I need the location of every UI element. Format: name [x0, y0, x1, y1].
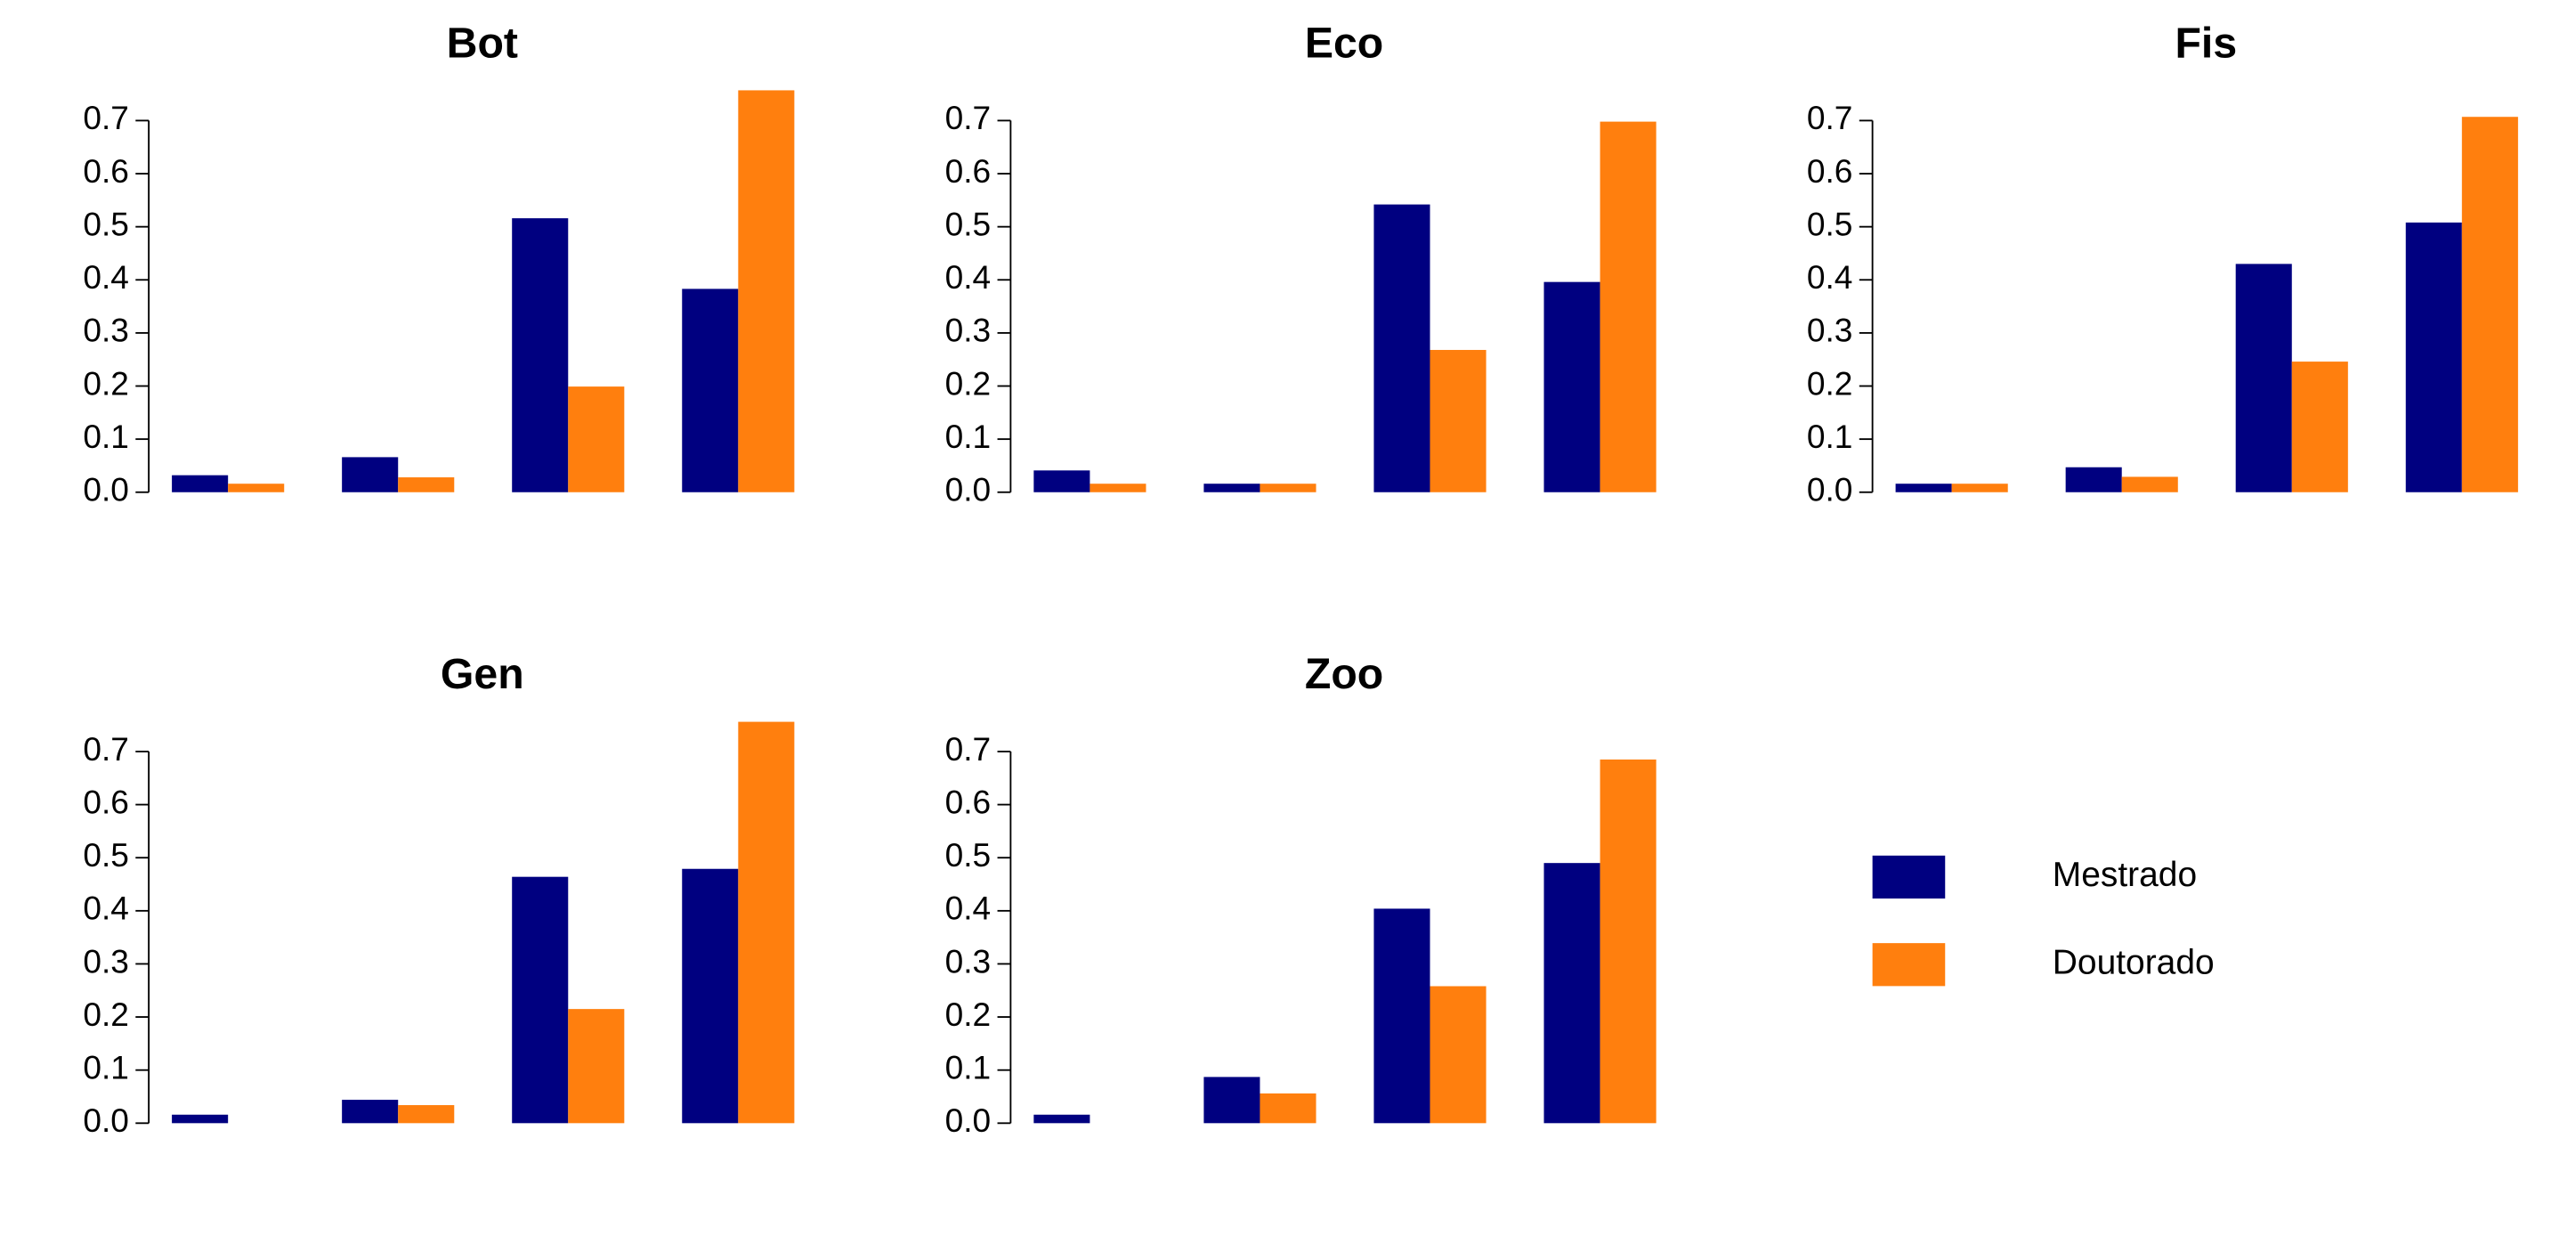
y-tick-label: 0.2: [945, 996, 992, 1033]
bar: [1033, 1114, 1090, 1124]
y-tick-label: 0.6: [945, 783, 992, 820]
y-tick-label: 0.7: [83, 99, 129, 136]
bar: [1430, 986, 1486, 1124]
chart-title: Bot: [447, 20, 518, 68]
y-tick-label: 0.1: [1807, 418, 1853, 455]
bar: [568, 1009, 625, 1124]
y-tick-label: 0.0: [83, 1102, 129, 1139]
bar: [172, 475, 229, 492]
y-tick-label: 0.2: [83, 364, 129, 402]
bar: [682, 289, 739, 492]
bar: [2461, 117, 2518, 492]
y-tick-label: 0.6: [83, 783, 129, 820]
y-tick-label: 0.3: [83, 942, 129, 980]
y-tick-label: 0.1: [945, 1048, 992, 1085]
y-tick-label: 0.5: [83, 205, 129, 242]
legend-swatch: [1872, 855, 1946, 899]
legend-swatch: [1872, 943, 1946, 987]
y-tick-label: 0.3: [83, 312, 129, 349]
chart-title: Gen: [441, 650, 524, 698]
y-tick-label: 0.6: [1807, 152, 1853, 190]
bar: [398, 477, 455, 492]
y-tick-label: 0.6: [945, 152, 992, 190]
bar: [1203, 484, 1260, 492]
bar: [1600, 759, 1657, 1124]
y-tick-label: 0.4: [945, 258, 992, 296]
bar: [1600, 121, 1657, 492]
y-tick-label: 0.5: [83, 836, 129, 874]
bar: [342, 1100, 399, 1124]
bar: [1373, 908, 1430, 1124]
y-tick-label: 0.4: [1807, 258, 1853, 296]
bar: [738, 90, 795, 492]
y-tick-label: 0.2: [83, 996, 129, 1033]
bar: [1373, 204, 1430, 492]
bar: [512, 876, 569, 1124]
y-tick-label: 0.3: [945, 942, 992, 980]
y-tick-label: 0.5: [1807, 205, 1853, 242]
bar: [1543, 281, 1600, 492]
y-tick-label: 0.1: [83, 418, 129, 455]
bar: [2065, 467, 2122, 492]
legend-label: Mestrado: [2053, 856, 2197, 894]
bar: [1895, 484, 1952, 492]
y-tick-label: 0.1: [945, 418, 992, 455]
y-tick-label: 0.4: [83, 890, 129, 927]
y-tick-label: 0.1: [83, 1048, 129, 1085]
bar: [1203, 1077, 1260, 1124]
bar: [1260, 1093, 1316, 1124]
bar: [172, 1114, 229, 1124]
y-tick-label: 0.3: [945, 312, 992, 349]
y-tick-label: 0.7: [1807, 99, 1853, 136]
bar: [228, 484, 285, 492]
bar: [682, 868, 739, 1124]
y-tick-label: 0.7: [945, 99, 992, 136]
y-tick-label: 0.7: [945, 730, 992, 768]
y-tick-label: 0.3: [1807, 312, 1853, 349]
bar: [398, 1105, 455, 1124]
bar: [1090, 484, 1146, 492]
bar: [738, 721, 795, 1124]
bar: [1951, 484, 2008, 492]
y-tick-label: 0.2: [1807, 364, 1853, 402]
bar: [2121, 476, 2178, 492]
y-tick-label: 0.0: [945, 1102, 992, 1139]
chart-title: Zoo: [1305, 650, 1383, 698]
legend-label: Doutorado: [2053, 944, 2215, 982]
y-tick-label: 0.5: [945, 836, 992, 874]
bar: [1430, 349, 1486, 492]
bar: [1033, 470, 1090, 492]
y-tick-label: 0.4: [83, 258, 129, 296]
bar: [568, 386, 625, 492]
y-tick-label: 0.2: [945, 364, 992, 402]
bar: [2405, 222, 2462, 492]
y-tick-label: 0.7: [83, 730, 129, 768]
chart-title: Fis: [2175, 20, 2237, 68]
bar: [342, 457, 399, 492]
y-tick-label: 0.0: [1807, 471, 1853, 508]
bar: [1543, 863, 1600, 1124]
y-tick-label: 0.0: [83, 471, 129, 508]
bar: [1260, 484, 1316, 492]
y-tick-label: 0.4: [945, 890, 992, 927]
bar: [2291, 362, 2348, 492]
y-tick-label: 0.5: [945, 205, 992, 242]
y-tick-label: 0.6: [83, 152, 129, 190]
chart-title: Eco: [1305, 20, 1383, 68]
bar: [512, 218, 569, 492]
bar: [2235, 264, 2292, 492]
y-tick-label: 0.0: [945, 471, 992, 508]
